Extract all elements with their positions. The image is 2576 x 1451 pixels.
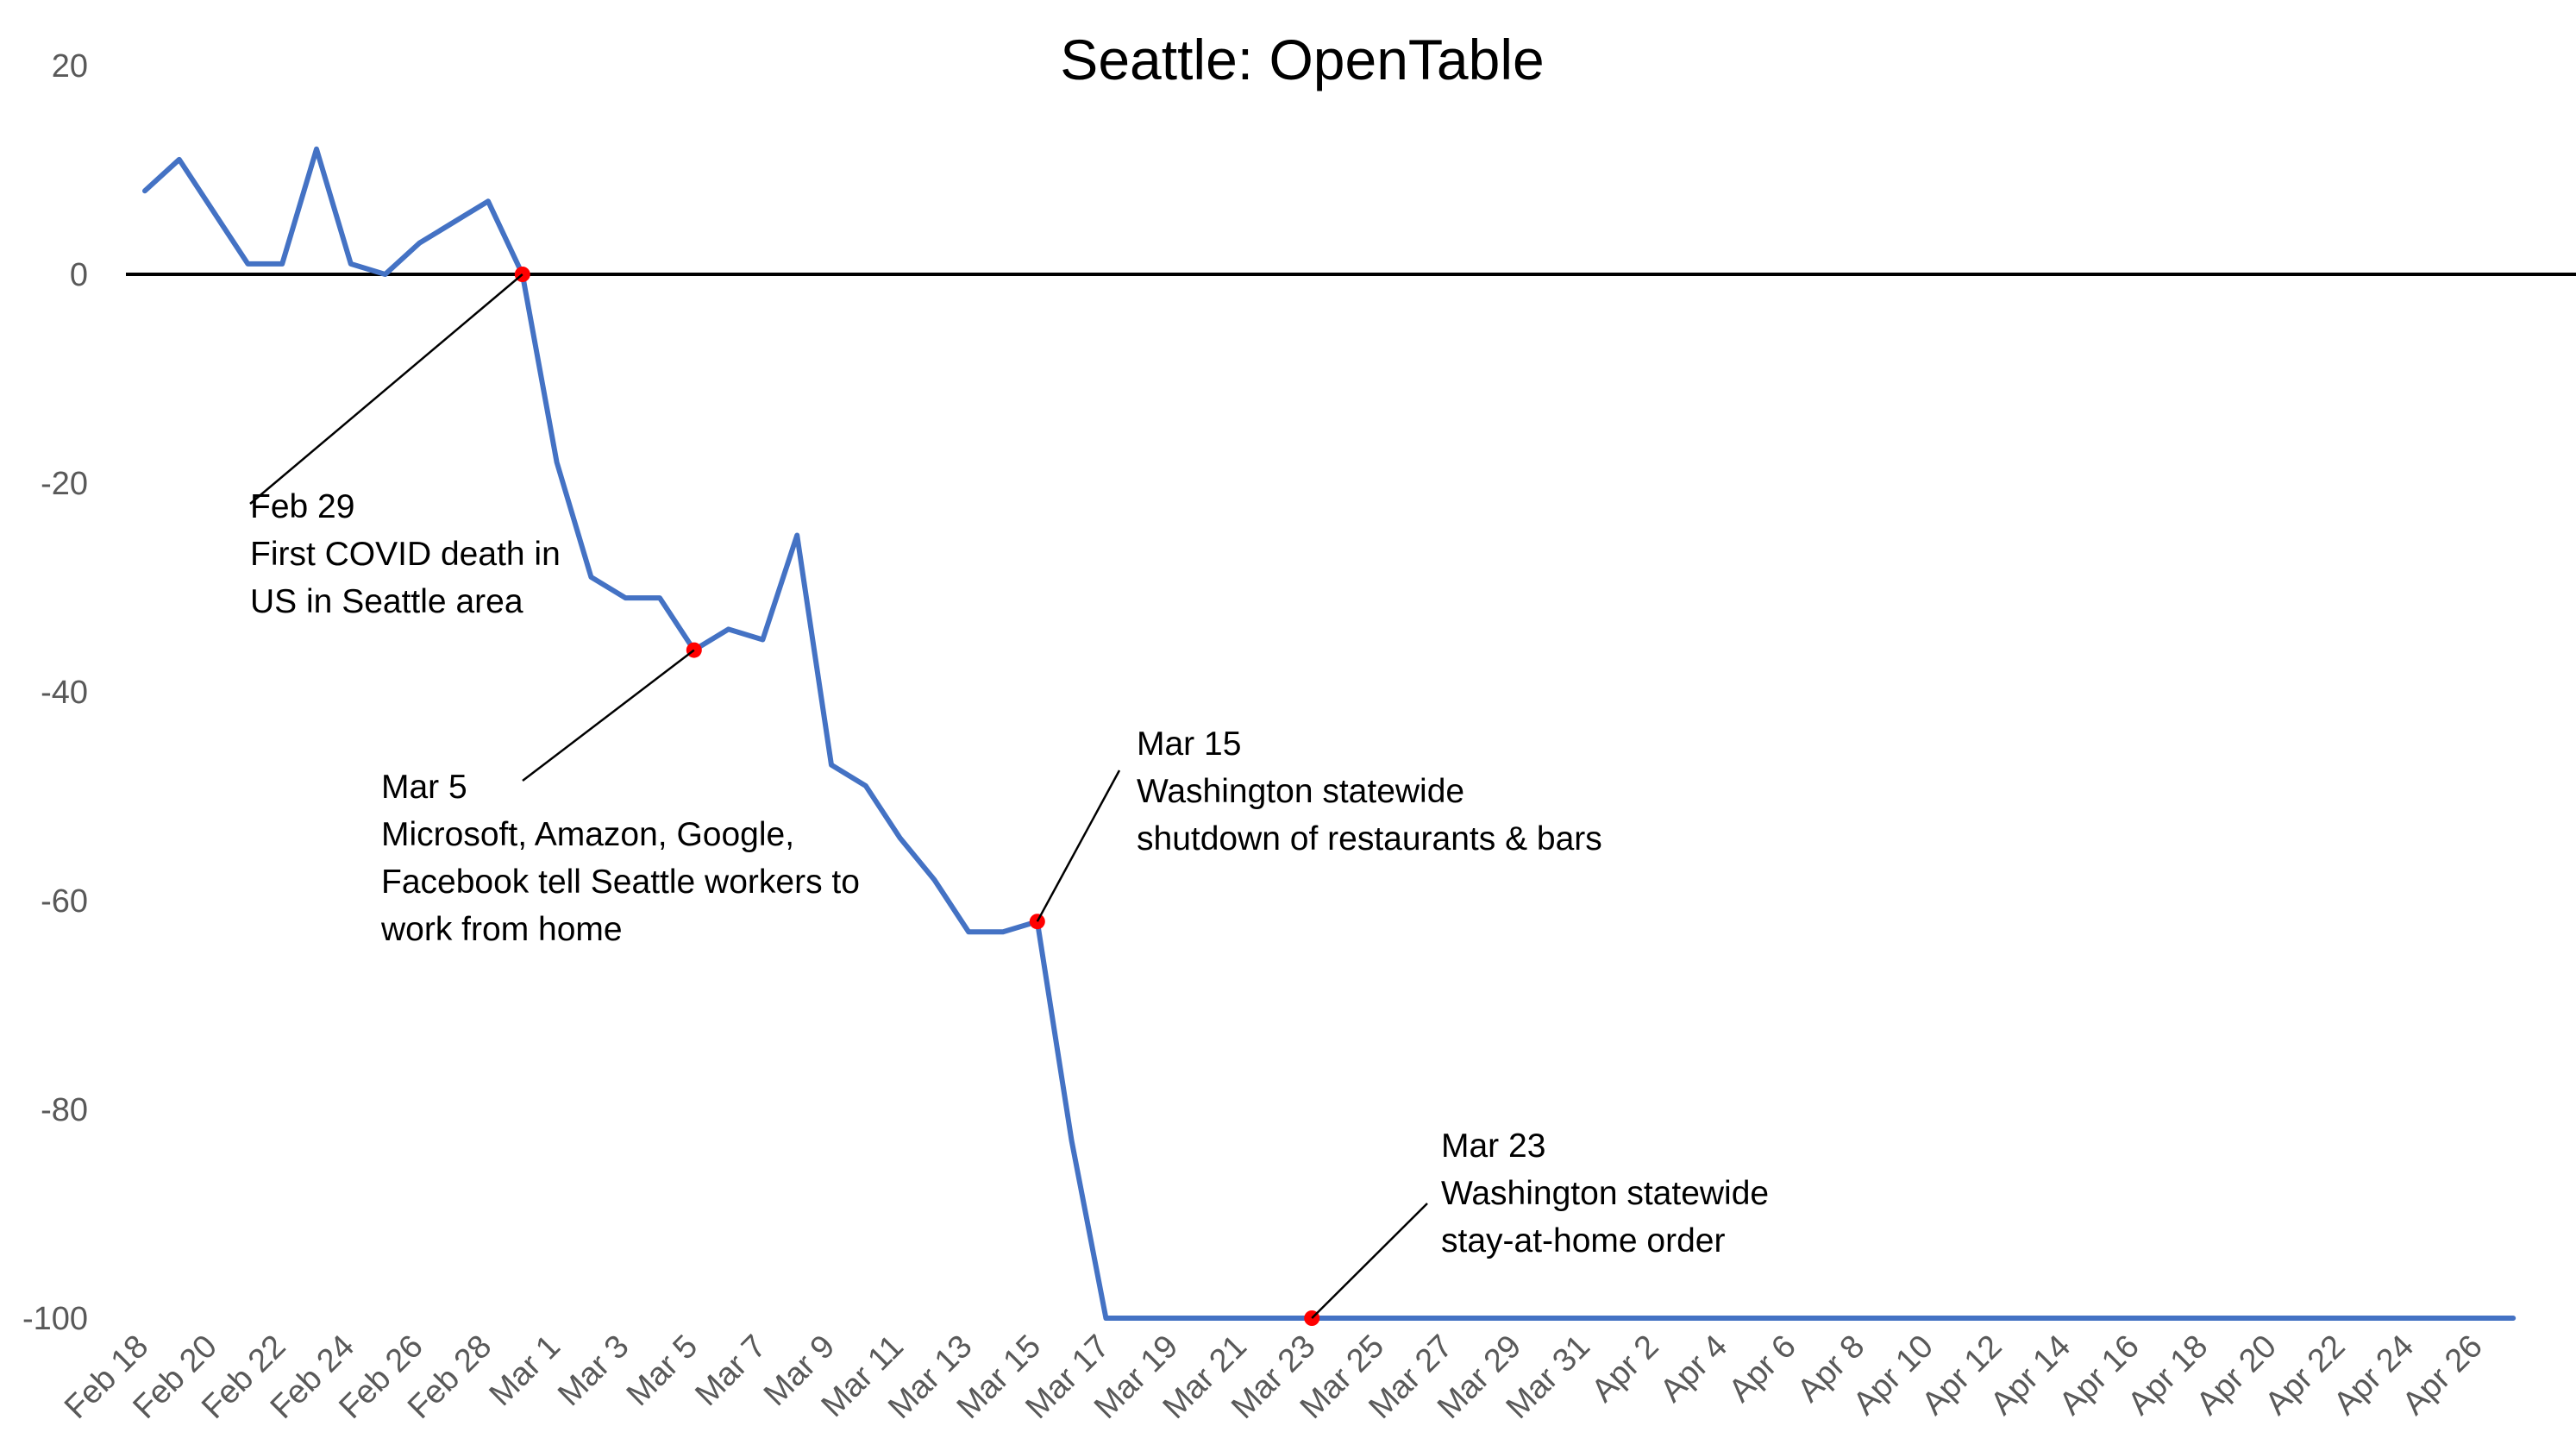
x-tick-label: Mar 1	[483, 1329, 567, 1413]
series-layer	[142, 146, 2516, 1321]
annotation-text-line: Washington statewide	[1441, 1175, 1769, 1212]
annotation-layer: Feb 29 First COVID death in US in Seattle …	[249, 273, 1769, 1319]
x-tick-label: Mar 5	[620, 1329, 705, 1413]
y-axis-ticks: 20 0 -20 -40 -60 -80 -100	[22, 48, 88, 1337]
annotation-text-line: Mar 23	[1441, 1128, 1545, 1165]
chart-title: Seattle: OpenTable	[1060, 28, 1544, 91]
annotation-text-line: Mar 5	[381, 769, 467, 806]
x-tick-label: Mar 3	[551, 1329, 636, 1413]
annotation-leader-line	[1311, 1203, 1428, 1319]
series-line	[142, 146, 2516, 1321]
y-tick-label: 20	[52, 48, 88, 85]
annotation-text-line: Facebook tell Seattle workers to	[381, 864, 860, 901]
annotation-leader-line	[1036, 769, 1121, 922]
annotation-leader-line	[522, 649, 695, 782]
y-tick-label: -60	[41, 883, 88, 920]
y-tick-label: -100	[22, 1301, 88, 1337]
annotation-text-line: Microsoft, Amazon, Google,	[381, 816, 794, 853]
annotation-text-line: work from home	[380, 911, 623, 948]
x-tick-label: Apr 26	[2396, 1329, 2490, 1423]
x-tick-label: Apr 6	[1722, 1329, 1803, 1410]
x-tick-label: Apr 2	[1585, 1329, 1666, 1410]
annotation-leader-line	[249, 273, 523, 505]
y-tick-label: -80	[41, 1092, 88, 1128]
annotation-text-line: Feb 29	[250, 488, 354, 525]
annotation-text-line: shutdown of restaurants & bars	[1137, 820, 1602, 857]
annotation-text-line: First COVID death in	[250, 536, 561, 573]
y-tick-label: 0	[70, 257, 88, 293]
y-tick-label: -40	[41, 675, 88, 711]
x-tick-label: Apr 4	[1653, 1329, 1734, 1410]
annotation-text-line: US in Seattle area	[250, 583, 523, 620]
x-tick-label: Mar 7	[688, 1329, 773, 1413]
y-tick-label: -20	[41, 466, 88, 502]
annotation-text-line: stay-at-home order	[1441, 1222, 1725, 1259]
annotation-text-line: Mar 15	[1137, 726, 1241, 763]
annotation-text-line: Washington statewide	[1137, 773, 1464, 810]
